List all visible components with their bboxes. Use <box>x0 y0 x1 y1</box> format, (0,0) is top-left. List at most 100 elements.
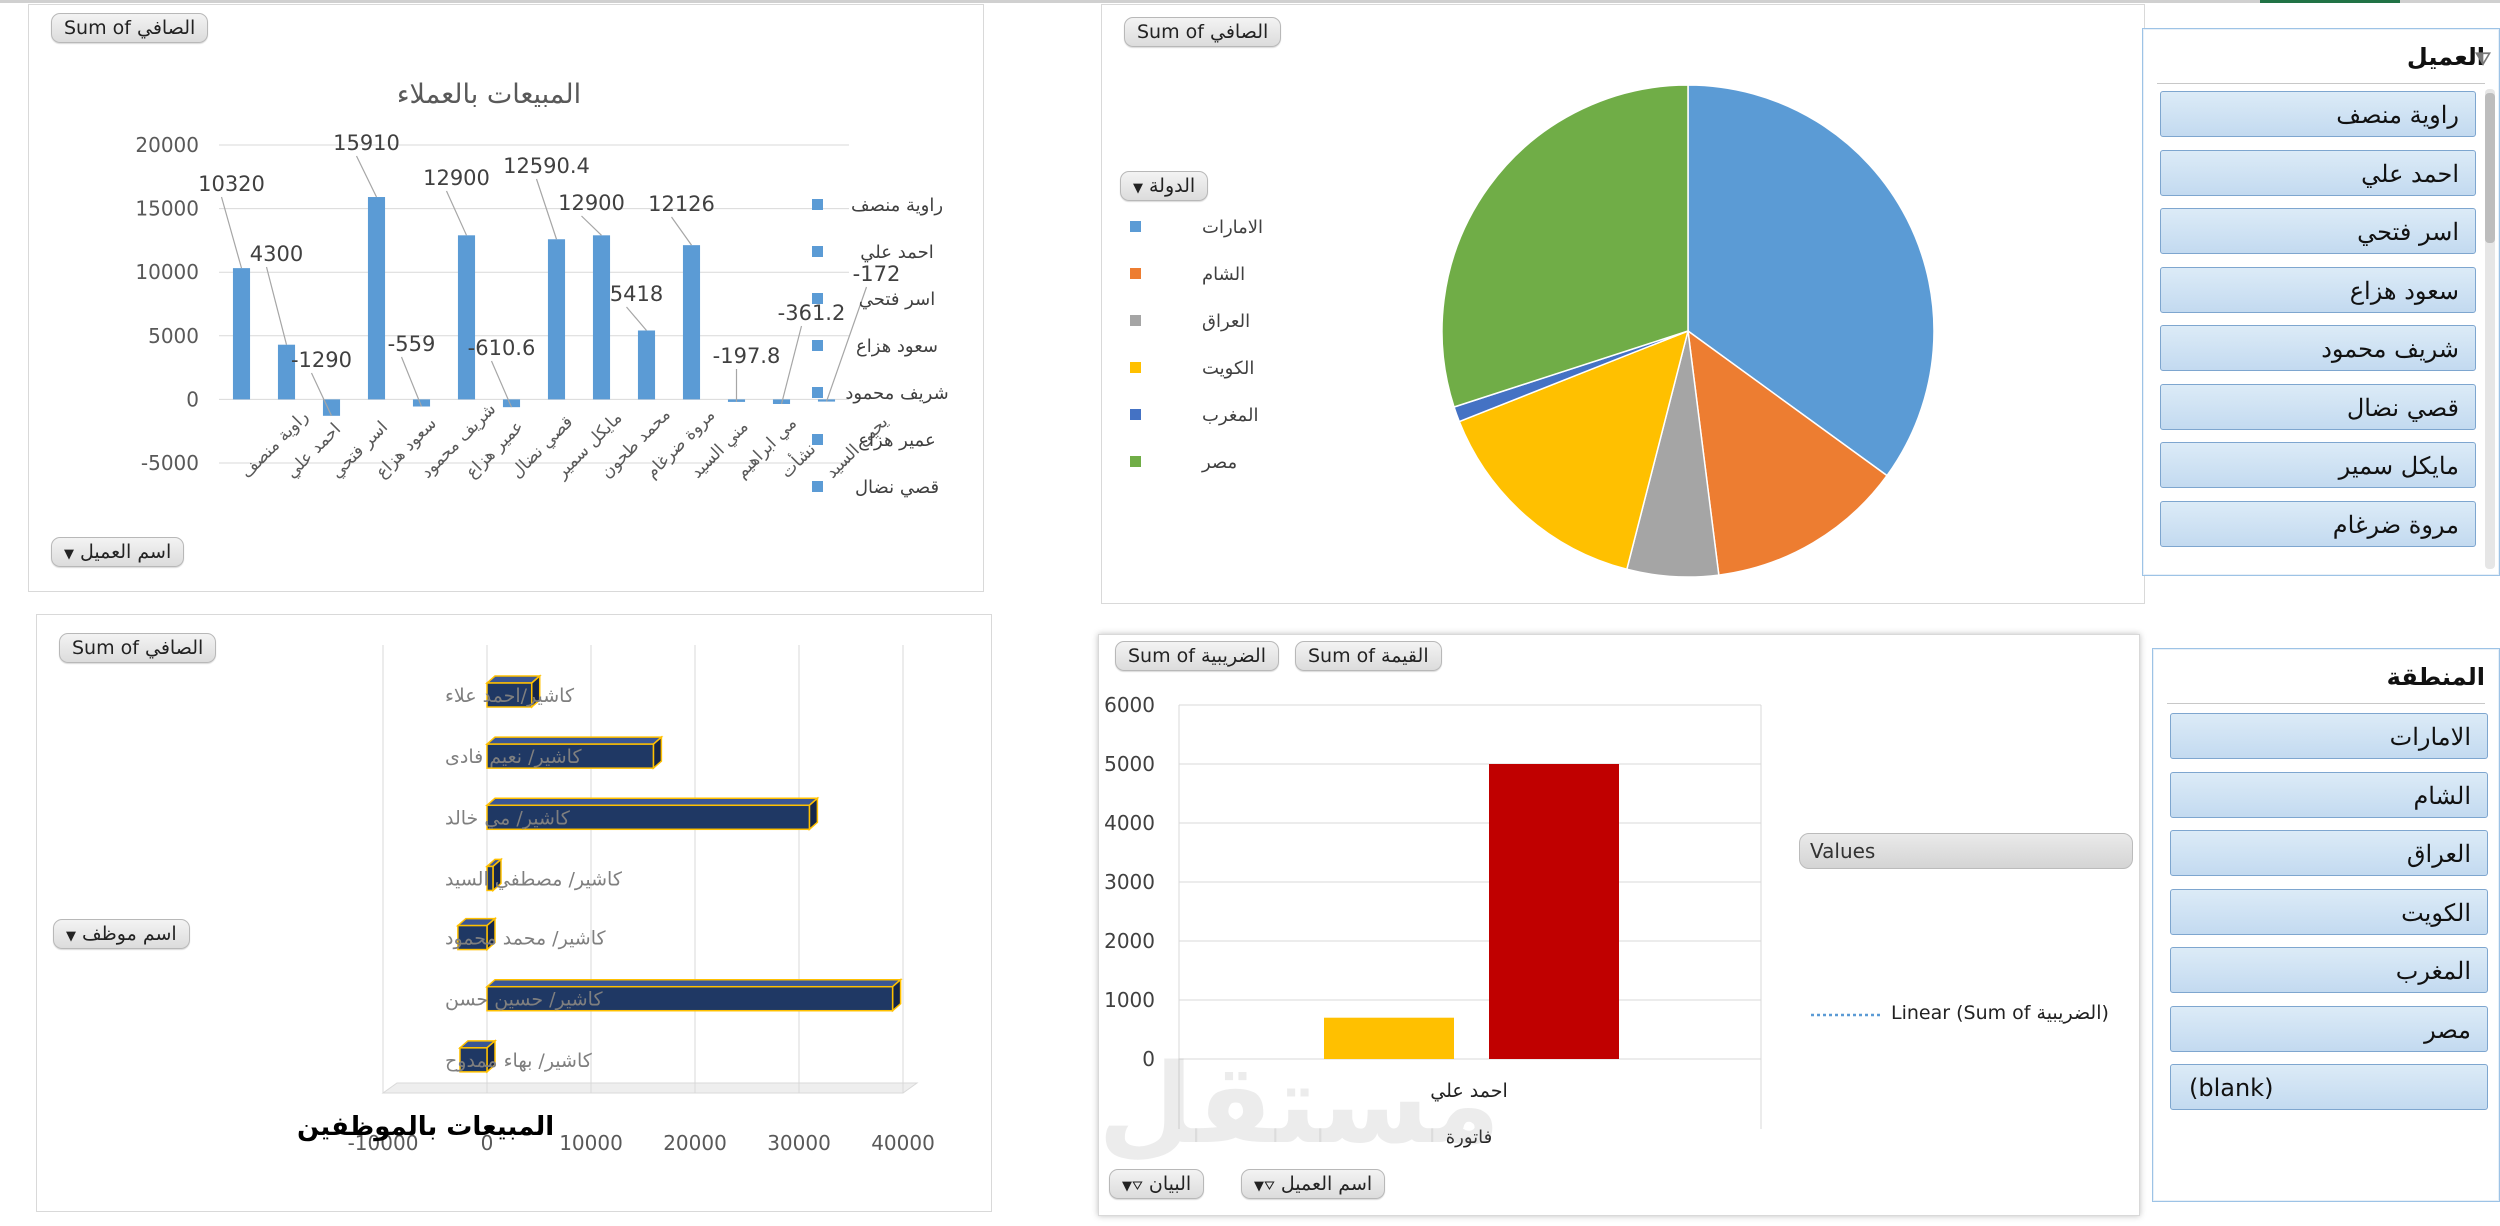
legend-label: سعود هزاع <box>856 336 938 357</box>
y-tick-label: كاشير/ بهاء ممدوح <box>445 1050 593 1072</box>
pie-slice <box>1458 329 1690 571</box>
axis-field-button-employee[interactable]: ▼ اسم موظف <box>53 919 190 949</box>
y-tick-label: كاشير/ نعيم فادى <box>445 746 582 768</box>
legend-field-label: الدولة <box>1149 175 1196 197</box>
field-button-sum-net-pie[interactable]: Sum of الصافي <box>1124 17 1282 47</box>
bar <box>486 865 494 892</box>
bar <box>457 235 476 400</box>
y-tick-label: 2000 <box>1104 929 1155 953</box>
slicer-region-item[interactable]: العراق <box>2170 830 2488 876</box>
slicer-client-item[interactable]: سعود هزاع <box>2160 266 2476 313</box>
leader-line <box>490 360 513 408</box>
filter-button-client[interactable]: ▼⛛ اسم العميل <box>1241 1169 1386 1199</box>
filter-button-statement[interactable]: ▼⛛ البيان <box>1109 1169 1205 1199</box>
pie-slice <box>1441 84 1689 408</box>
chart-tax-vs-value[interactable]: Sum of الضريبية Sum of القيمة ▼⛛ البيان ▼… <box>1098 634 2140 1216</box>
slicer-client-item[interactable]: مايكل سمير <box>2160 442 2476 488</box>
slicer-client-item[interactable]: اسر فتحي <box>2160 208 2476 254</box>
axis-field-button-client[interactable]: ▼ اسم العميل <box>51 537 185 567</box>
bar <box>592 235 611 400</box>
y-tick-label: 5000 <box>148 324 199 348</box>
slicer-region-item[interactable]: المغرب <box>2170 947 2488 993</box>
slicer-client-item[interactable]: شريف محمود <box>2160 325 2476 371</box>
bar <box>1489 764 1619 1059</box>
slicer-client-scrollbar[interactable] <box>2485 89 2495 569</box>
watermark-text: مستقل <box>1098 1040 1501 1168</box>
pie-slice <box>1687 84 1935 477</box>
x-tick-label: -10000 <box>348 1131 419 1155</box>
bar-top <box>485 797 820 807</box>
leader-line <box>825 286 868 402</box>
slicer-region[interactable]: المنطقة الامارات الشام العراق الكويت المغرب م… <box>2152 648 2500 1202</box>
data-label: 5418 <box>610 282 663 306</box>
clear-filter-icon[interactable]: ⧩ <box>2474 49 2491 70</box>
leader-line <box>355 155 378 198</box>
x-tick-label: 40000 <box>871 1131 935 1155</box>
slicer-region-item[interactable]: الامارات <box>2170 713 2488 759</box>
bar <box>277 344 296 400</box>
slicer-client-scroll-thumb[interactable] <box>2485 93 2495 243</box>
legend-label: الشام <box>1202 264 1245 285</box>
legend-label: المغرب <box>1202 405 1258 426</box>
bar <box>486 743 655 769</box>
leader-line <box>671 216 692 246</box>
slicer-client-item[interactable]: راوية منصف <box>2160 91 2476 137</box>
slicer-client-item[interactable]: مروة ضرغام <box>2160 500 2476 547</box>
leader-line <box>581 215 602 236</box>
y-tick-label: 5000 <box>1104 752 1155 776</box>
bar-top <box>485 736 664 745</box>
field-button-sum-tax[interactable]: Sum of الضريبية <box>1115 641 1279 671</box>
chart-sales-by-client[interactable]: Sum of الصافي ▼ اسم العميل المبيعات بالعم… <box>28 4 984 592</box>
slicer-region-header: المنطقة <box>2167 663 2485 704</box>
slicer-region-item[interactable]: مصر <box>2170 1005 2488 1052</box>
data-label: -610.6 <box>468 336 536 360</box>
legend-swatch <box>1130 362 1141 373</box>
chart-sales-by-employee[interactable]: Sum of الصافي ▼ اسم موظف -10000 0 10000 2000… <box>36 614 992 1212</box>
legend-label: قصي نضال <box>855 477 939 498</box>
legend-label: Linear (Sum of الضريبية) <box>1891 1002 2109 1024</box>
data-label: 12590.4 <box>503 154 590 178</box>
chart-title: المبيعات بالموظفين <box>297 1112 554 1142</box>
field-button-sum-value[interactable]: Sum of القيمة <box>1295 641 1442 671</box>
legend-swatch <box>812 434 823 445</box>
leader-line <box>535 178 558 240</box>
data-label: -361.2 <box>778 301 846 325</box>
leader-line <box>310 372 333 417</box>
slicer-client-item[interactable]: احمد علي <box>2160 149 2476 196</box>
slicer-client[interactable]: العميل ⧩ راوية منصف احمد علي اسر فتحي سعود … <box>2142 28 2500 576</box>
active-tab-accent <box>2260 0 2400 3</box>
legend-swatch <box>812 293 823 304</box>
values-legend-title[interactable]: Values <box>1799 833 2133 869</box>
slicer-region-item[interactable]: الشام <box>2170 771 2488 818</box>
y-tick-label: كاشير/ مي خالد <box>445 807 571 829</box>
slicer-client-item[interactable]: قصي نضال <box>2160 383 2476 430</box>
data-label: -1290 <box>291 348 352 372</box>
pie-slice <box>1687 329 1889 576</box>
slicer-region-item[interactable]: (blank) <box>2170 1064 2488 1110</box>
bar <box>486 985 894 1012</box>
slicer-region-item[interactable]: الكويت <box>2170 888 2488 935</box>
leader-line <box>780 325 803 405</box>
sheet-top-border <box>0 0 2500 3</box>
legend-label: عمير هزاع <box>858 430 935 451</box>
legend-swatch <box>1130 409 1141 420</box>
legend-label: شريف محمود <box>845 383 948 404</box>
y-tick-label: -5000 <box>141 451 199 475</box>
y-tick-label: كاشير/ حسين حسن <box>445 989 603 1011</box>
y-tick-label: 3000 <box>1104 870 1155 894</box>
bar <box>457 924 488 951</box>
data-label: 10320 <box>198 172 265 196</box>
chart-title: المبيعات بالعملاء <box>397 79 581 110</box>
legend-label: الامارات <box>1202 217 1263 238</box>
field-button-sum-net-employee[interactable]: Sum of الصافي <box>59 633 217 663</box>
legend-label: احمد علي <box>860 242 933 263</box>
chart-sales-by-country[interactable]: Sum of الصافي ▼ الدولة الامارات الشام العرا… <box>1101 4 2145 604</box>
leader-line <box>400 356 423 407</box>
y-tick-label: 6000 <box>1104 693 1155 717</box>
values-legend: Values <box>1799 833 2133 1003</box>
data-label: 12900 <box>558 191 625 215</box>
filter-button-label: البيان <box>1148 1173 1192 1195</box>
bar <box>547 239 566 400</box>
legend-field-button-country[interactable]: ▼ الدولة <box>1120 171 1209 201</box>
field-button-sum-net[interactable]: Sum of الصافي <box>51 13 209 43</box>
